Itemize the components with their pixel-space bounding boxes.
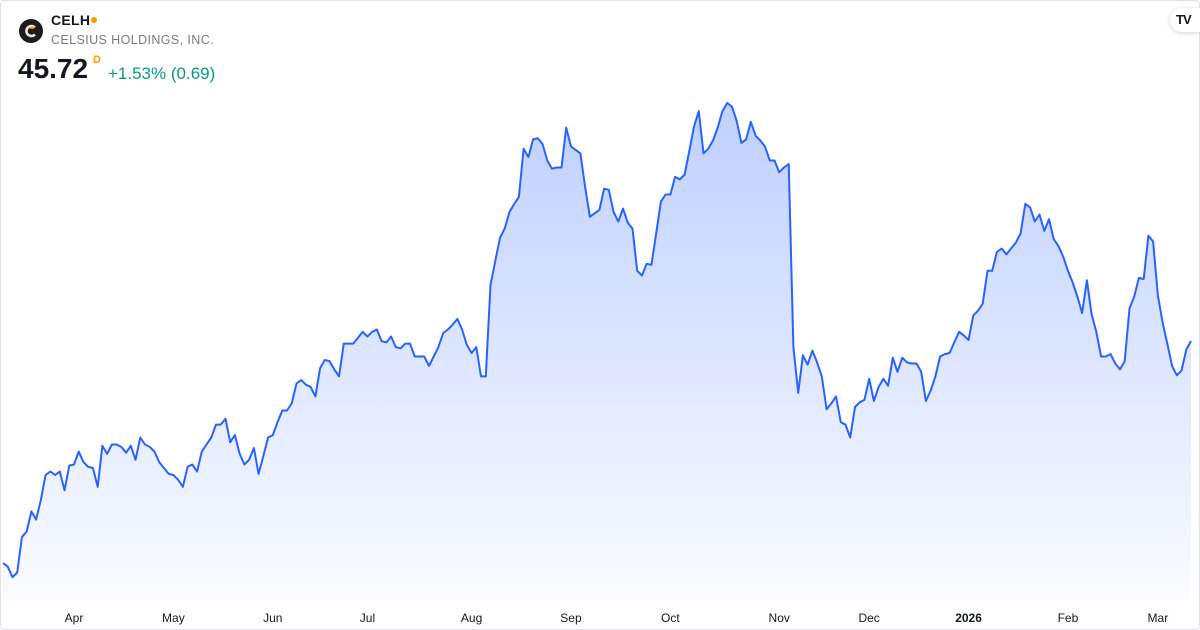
x-axis: Apr May Jun Jul Aug Sep Oct Nov Dec 2026 Feb Mar <box>65 611 1169 625</box>
price-change: +1.53% (0.69) <box>108 64 216 83</box>
market-status-dot <box>91 17 97 23</box>
x-tick-label: Apr <box>65 611 84 625</box>
x-tick-label: Feb <box>1058 611 1079 625</box>
tradingview-logo-icon: TV <box>1176 12 1192 27</box>
ticker-symbol[interactable]: CELH <box>51 12 91 28</box>
x-tick-label: 2026 <box>955 611 982 625</box>
x-tick-label: Aug <box>461 611 482 625</box>
price-type-badge: D <box>93 54 101 66</box>
celsius-logo[interactable] <box>19 19 43 43</box>
x-tick-label: Sep <box>560 611 582 625</box>
last-price: 45.72 <box>18 53 89 84</box>
x-tick-label: Mar <box>1148 611 1169 625</box>
x-tick-label: Jul <box>360 611 375 625</box>
x-tick-label: Nov <box>769 611 790 625</box>
x-tick-label: May <box>162 611 185 625</box>
x-tick-label: Jun <box>263 611 282 625</box>
company-name: CELSIUS HOLDINGS, INC. <box>51 33 214 47</box>
x-tick-label: Oct <box>661 611 680 625</box>
x-tick-label: Dec <box>858 611 879 625</box>
price-area-fill <box>3 103 1191 600</box>
tradingview-logo-button[interactable]: TV <box>1170 8 1200 32</box>
price-line <box>2 102 1192 579</box>
